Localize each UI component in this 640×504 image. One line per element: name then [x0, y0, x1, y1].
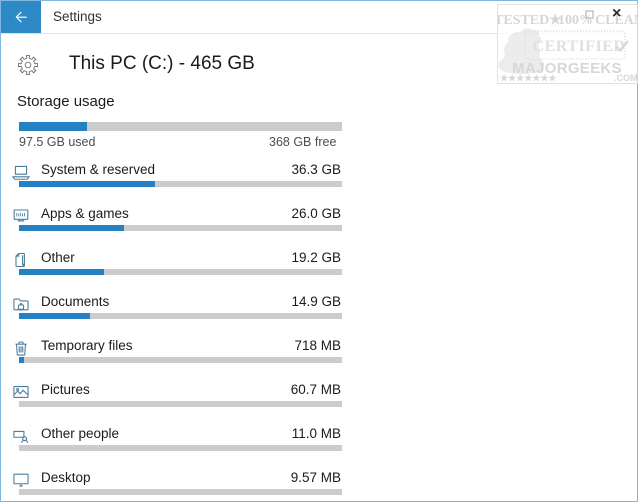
svg-text:TESTED: TESTED — [498, 13, 549, 28]
svg-text:CERTIFIED: CERTIFIED — [533, 38, 626, 55]
svg-text:★★★★★★★: ★★★★★★★ — [500, 73, 557, 83]
svg-text:.COM: .COM — [614, 73, 637, 83]
svg-text:100%: 100% — [558, 13, 593, 28]
